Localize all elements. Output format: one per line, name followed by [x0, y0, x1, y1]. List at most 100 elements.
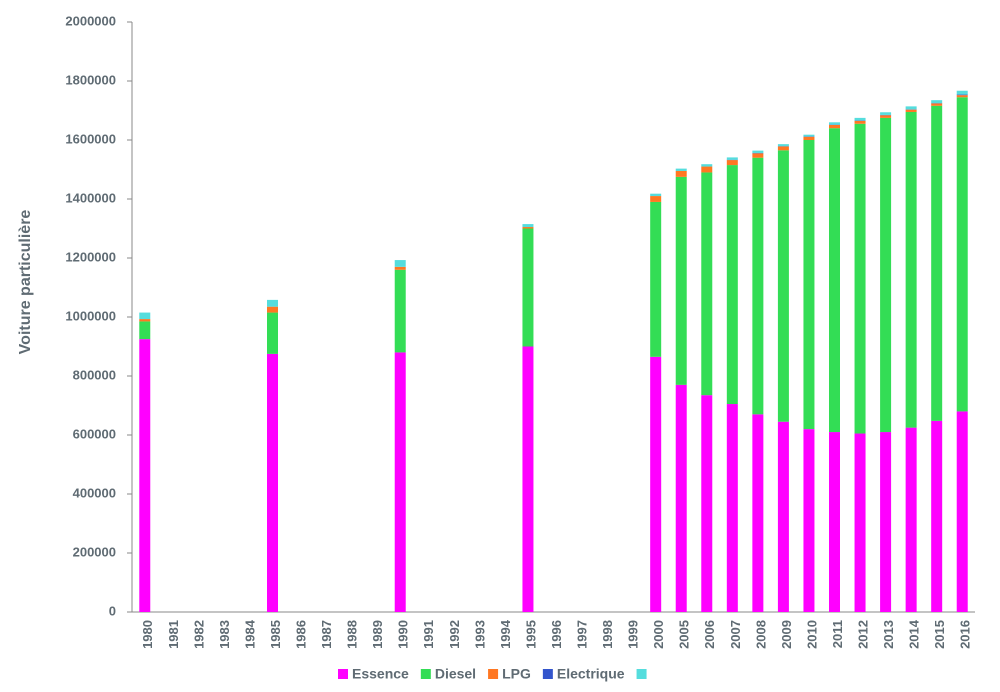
bar-segment	[956, 90, 968, 95]
x-tick-label: 1997	[574, 620, 589, 649]
bar-segment	[854, 123, 866, 434]
bar-segment	[803, 140, 815, 430]
x-tick-label: 1980	[140, 620, 155, 649]
x-tick-label: 2015	[932, 620, 947, 649]
y-tick-label: 600000	[73, 426, 116, 441]
bar-segment	[880, 117, 892, 433]
bar-segment	[675, 168, 687, 171]
bar-segment	[854, 117, 866, 121]
bar-segment	[650, 196, 662, 202]
x-tick-label: 1990	[396, 620, 411, 649]
x-tick-label: 1989	[370, 620, 385, 649]
bar-segment	[522, 346, 534, 612]
bar-segment	[675, 170, 687, 177]
bar-segment	[803, 429, 815, 612]
x-tick-label: 1998	[600, 620, 615, 649]
bar-segment	[267, 353, 278, 612]
bar-segment	[675, 384, 687, 612]
bar-segment	[139, 312, 151, 320]
legend-swatch	[420, 669, 431, 679]
x-tick-label: 1985	[268, 620, 283, 649]
y-tick-label: 200000	[73, 544, 116, 559]
x-tick-label: 1984	[242, 619, 257, 649]
legend-swatch	[542, 669, 553, 679]
bar-segment	[752, 414, 764, 612]
bar-segment	[854, 433, 866, 612]
x-tick-label: 1983	[217, 620, 232, 649]
y-tick-label: 1000000	[65, 308, 116, 323]
bar-segment	[829, 122, 840, 125]
bar-segment	[931, 103, 943, 106]
bar-segment	[701, 395, 713, 612]
x-tick-label: 2012	[855, 620, 870, 649]
bar-segment	[726, 157, 738, 160]
x-tick-label: 1993	[472, 620, 487, 649]
bar-segment	[675, 176, 687, 385]
x-tick-label: 1992	[447, 620, 462, 649]
y-tick-label: 0	[109, 603, 116, 618]
x-tick-label: 1988	[345, 620, 360, 649]
x-tick-label: 2009	[779, 620, 794, 649]
x-tick-label: 1994	[498, 619, 513, 649]
y-tick-label: 2000000	[65, 13, 116, 28]
legend-label: Essence	[352, 666, 409, 682]
bar-segment	[650, 356, 662, 612]
bar-segment	[267, 312, 278, 354]
bar-segment	[880, 112, 892, 115]
bar-segment	[956, 411, 968, 612]
bar-segment	[905, 111, 917, 428]
bar-segment	[139, 321, 151, 340]
bar-segment	[829, 432, 840, 612]
bar-segment	[854, 120, 866, 124]
x-tick-label: 1982	[191, 620, 206, 649]
x-tick-label: 2000	[651, 620, 666, 649]
legend-label: Diesel	[435, 666, 476, 682]
bar-segment	[752, 153, 764, 158]
bar-segment	[777, 421, 789, 612]
bar-segment	[650, 193, 662, 197]
bar-segment	[701, 164, 713, 167]
bar-segment	[267, 306, 278, 313]
bar-segment	[522, 228, 534, 347]
x-tick-label: 2005	[677, 620, 692, 649]
y-axis-label: Voiture particulière	[17, 210, 34, 355]
bar-segment	[726, 160, 738, 166]
x-tick-label: 1981	[166, 620, 181, 649]
x-tick-label: 2006	[702, 620, 717, 649]
bar-segment	[394, 266, 406, 270]
legend-swatch	[338, 669, 348, 679]
bar-segment	[139, 319, 151, 322]
bar-segment	[905, 109, 917, 112]
bar-segment	[803, 134, 815, 137]
bar-segment	[522, 224, 534, 228]
x-tick-label: 2014	[907, 619, 922, 649]
bar-segment	[905, 427, 917, 612]
bar-segment	[931, 105, 943, 421]
bar-segment	[726, 404, 738, 612]
bar-segment	[777, 150, 789, 422]
bar-segment	[931, 420, 943, 612]
legend-label: LPG	[502, 666, 531, 682]
bar-segment	[880, 115, 892, 118]
y-tick-label: 1800000	[65, 72, 116, 87]
y-tick-label: 400000	[73, 485, 116, 500]
bar-segment	[267, 299, 278, 307]
y-tick-label: 1600000	[65, 131, 116, 146]
bar-segment	[905, 106, 917, 110]
bar-segment	[394, 260, 406, 267]
bar-segment	[777, 144, 789, 147]
bar-segment	[701, 166, 713, 173]
x-tick-label: 2010	[804, 620, 819, 649]
x-tick-label: 1991	[421, 620, 436, 649]
y-tick-label: 800000	[73, 367, 116, 382]
bar-segment	[650, 201, 662, 357]
legend-swatch	[488, 669, 499, 679]
legend-label: Electrique	[557, 666, 625, 682]
bar-segment	[829, 124, 840, 129]
x-tick-label: 2016	[958, 620, 973, 649]
bar-segment	[522, 227, 534, 229]
x-tick-label: 1986	[293, 620, 308, 649]
x-tick-label: 2007	[728, 620, 743, 649]
x-tick-label: 2011	[830, 620, 845, 648]
bar-segment	[394, 269, 406, 353]
